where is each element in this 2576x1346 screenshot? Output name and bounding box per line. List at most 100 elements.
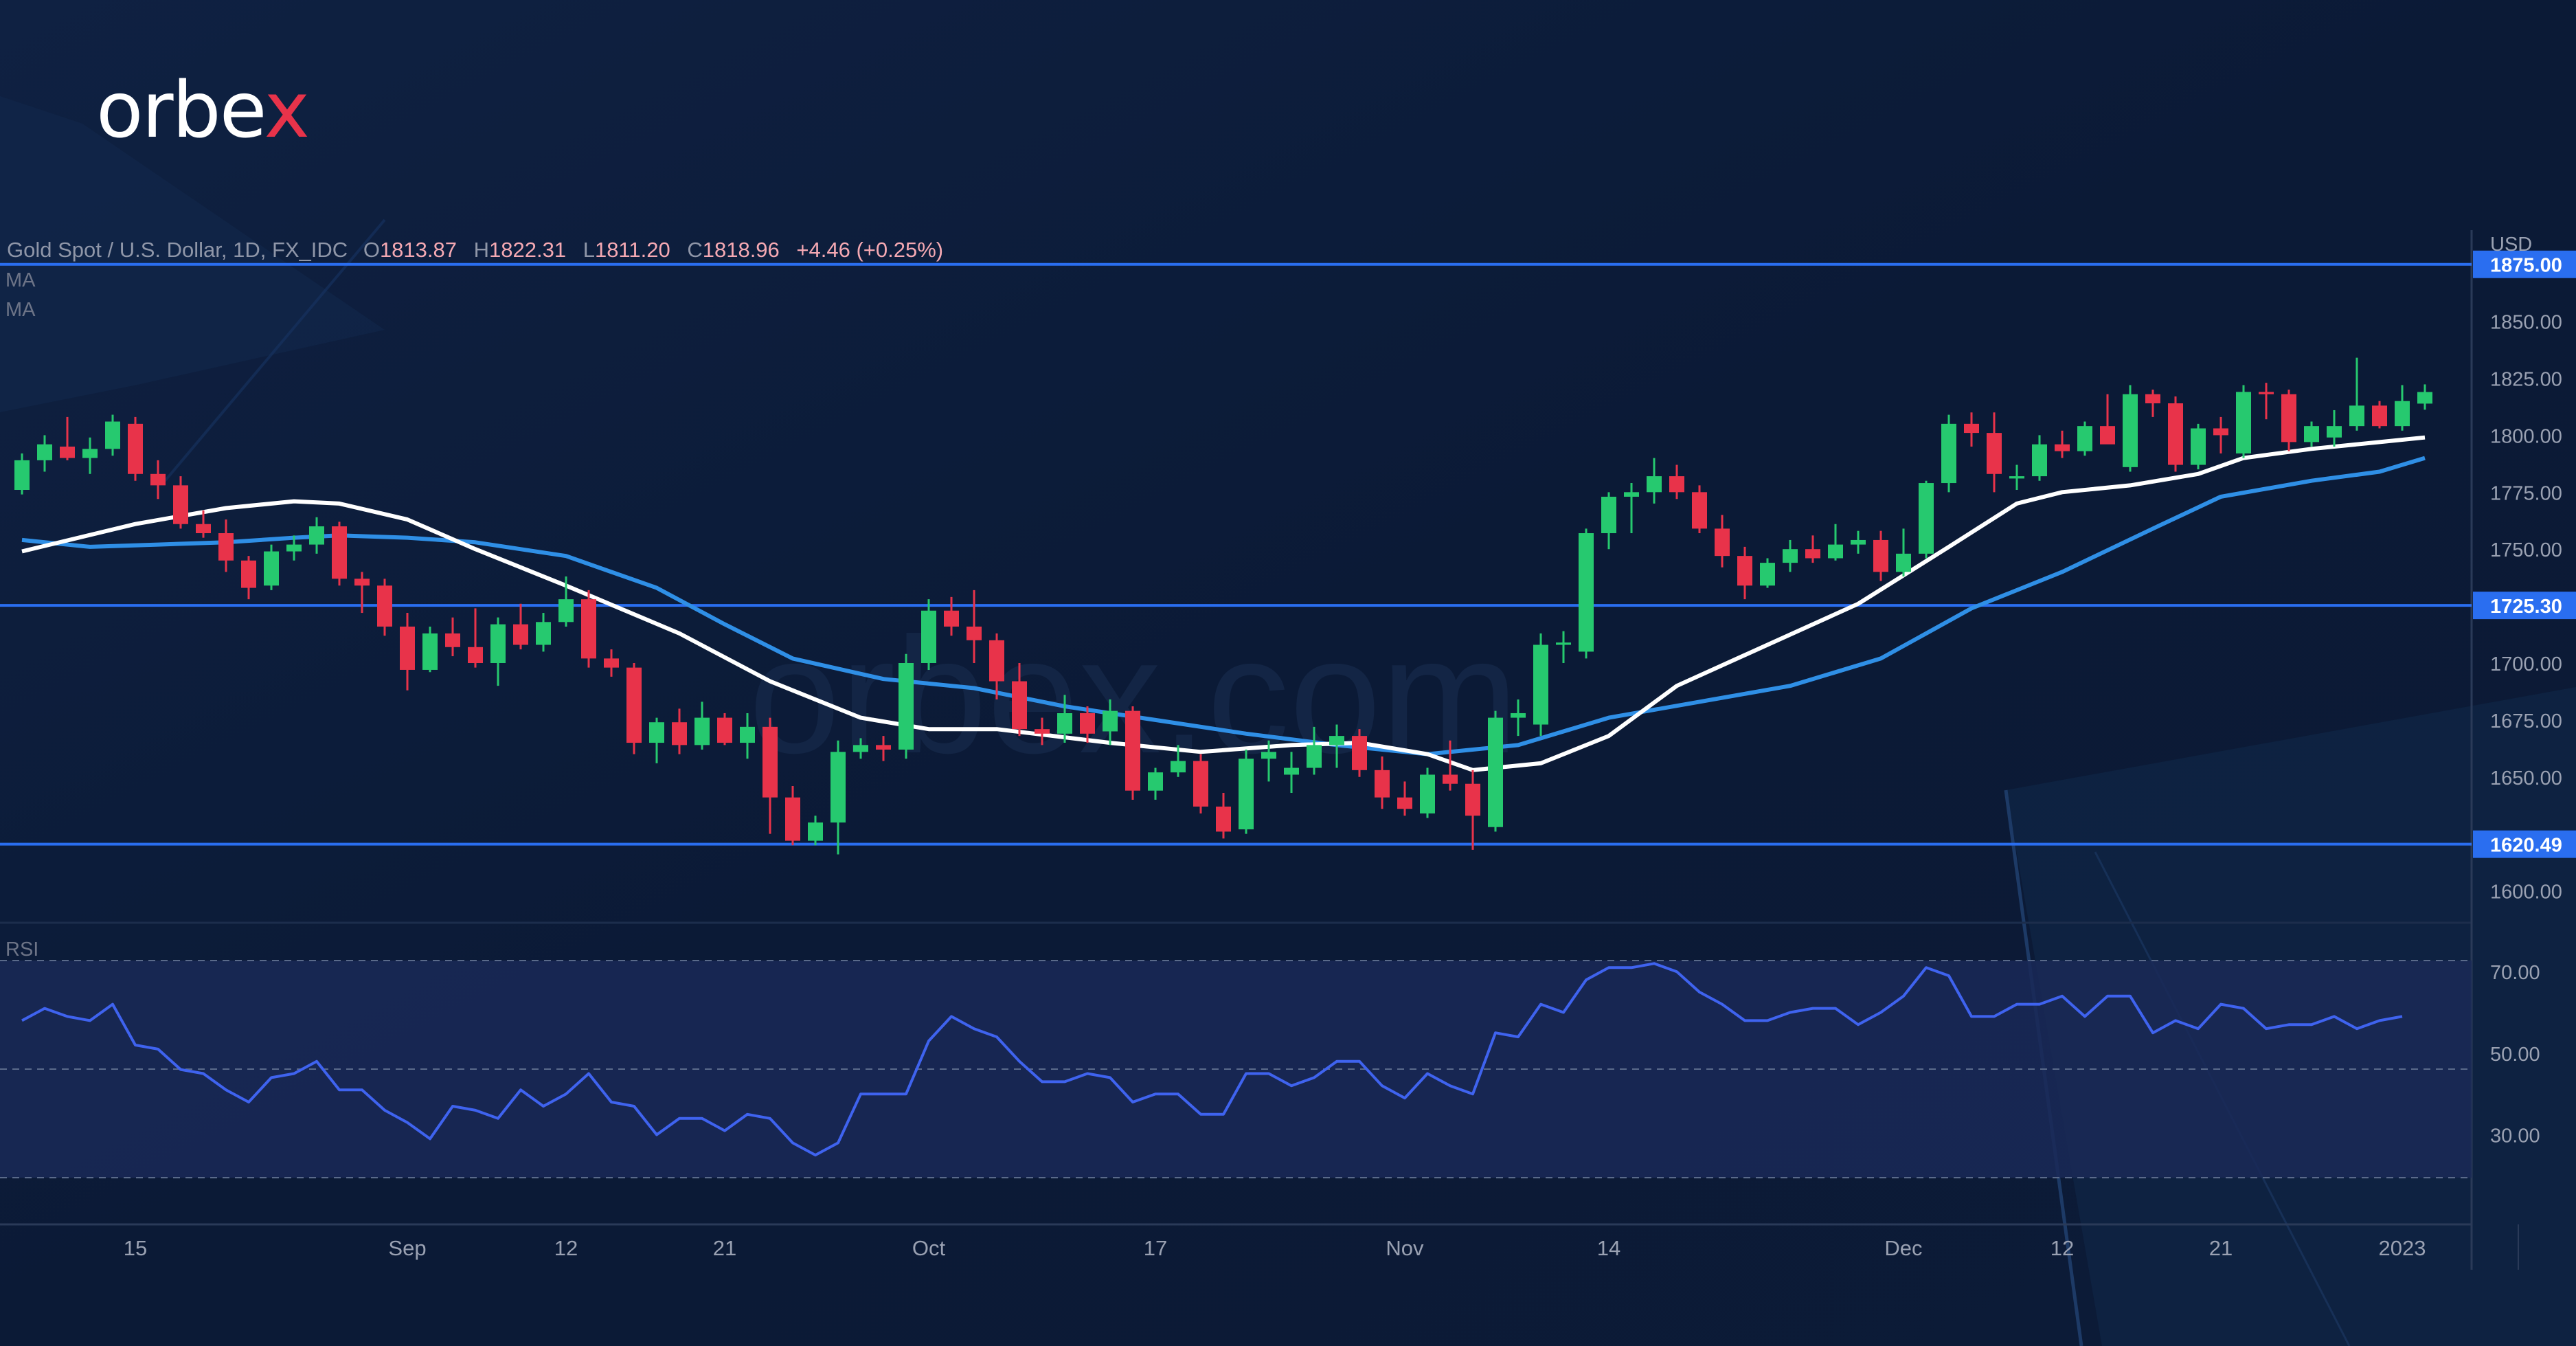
candle bbox=[2032, 435, 2047, 481]
candle-body bbox=[1420, 774, 1435, 814]
candle-body bbox=[558, 599, 574, 622]
candle bbox=[1919, 480, 1934, 559]
candle-body bbox=[60, 447, 75, 458]
high-value: 1822.31 bbox=[489, 238, 567, 262]
candle bbox=[1329, 724, 1344, 768]
candle-body bbox=[2259, 392, 2274, 394]
candle-body bbox=[1284, 767, 1299, 775]
candle bbox=[762, 717, 778, 834]
low-value: 1811.20 bbox=[594, 238, 670, 262]
candle-body bbox=[2327, 426, 2342, 438]
level-tag bbox=[2473, 592, 2576, 620]
candle bbox=[1171, 745, 1186, 777]
candle-body bbox=[196, 524, 211, 533]
time-tick-label: 17 bbox=[1144, 1236, 1167, 1260]
candle-body bbox=[1080, 713, 1095, 734]
candle-body bbox=[1375, 770, 1390, 798]
candle bbox=[694, 702, 710, 750]
candle-body bbox=[2145, 394, 2160, 403]
rsi-tick-label: 30.00 bbox=[2490, 1125, 2540, 1147]
candle bbox=[2236, 385, 2251, 458]
candle bbox=[14, 453, 30, 495]
candle bbox=[785, 786, 800, 846]
close-label: C bbox=[687, 238, 703, 262]
candle-body bbox=[241, 560, 256, 588]
candle-body bbox=[1148, 772, 1163, 791]
candle-body bbox=[2168, 403, 2183, 465]
logo-text: orbe bbox=[96, 66, 266, 155]
candle bbox=[1647, 458, 1662, 504]
indicator-label-ma-2[interactable]: MA bbox=[5, 299, 36, 321]
candle bbox=[218, 519, 234, 572]
candle bbox=[1556, 631, 1571, 663]
candle-body bbox=[1103, 710, 1118, 732]
candle bbox=[808, 816, 823, 846]
candle-body bbox=[1465, 783, 1480, 816]
candle bbox=[1533, 633, 1548, 737]
price-tick-label: 1675.00 bbox=[2490, 710, 2562, 732]
candle-body bbox=[808, 822, 823, 841]
level-tag bbox=[2473, 830, 2576, 858]
currency-unit: USD bbox=[2490, 234, 2533, 256]
candle bbox=[513, 603, 528, 650]
ohlc-legend: Gold Spot / U.S. Dollar, 1D, FX_IDC O181… bbox=[7, 238, 943, 262]
time-tick-label: 21 bbox=[2209, 1236, 2233, 1260]
rsi-tick-label: 50.00 bbox=[2490, 1044, 2540, 1066]
candle-body bbox=[2236, 392, 2251, 453]
candle bbox=[2281, 390, 2296, 451]
candle bbox=[1239, 750, 1254, 834]
candle bbox=[1783, 539, 1798, 572]
open-value: 1813.87 bbox=[379, 238, 457, 262]
price-tick-label: 1800.00 bbox=[2490, 425, 2562, 447]
time-tick-label: 14 bbox=[1597, 1236, 1620, 1260]
low-label: L bbox=[583, 238, 595, 262]
rsi-series bbox=[21, 962, 2403, 1157]
indicator-label-rsi[interactable]: RSI bbox=[5, 939, 39, 961]
candle bbox=[1307, 726, 1322, 775]
candle-body bbox=[2281, 394, 2296, 442]
candle-body bbox=[2395, 401, 2410, 427]
candle-body bbox=[1987, 433, 2002, 474]
time-tick-label: 2023 bbox=[2379, 1236, 2426, 1260]
orbex-logo[interactable]: orbex bbox=[96, 72, 310, 149]
candle-body bbox=[2372, 405, 2387, 427]
time-tick-label: 12 bbox=[2050, 1236, 2074, 1260]
candlestick-series bbox=[14, 357, 2432, 855]
candle-body bbox=[2123, 394, 2138, 467]
candle bbox=[422, 626, 438, 673]
candle bbox=[1397, 781, 1412, 816]
candle bbox=[286, 535, 302, 561]
candle bbox=[377, 579, 392, 636]
candle-body bbox=[82, 449, 98, 458]
indicator-label-ma-1[interactable]: MA bbox=[5, 269, 36, 291]
candle-body bbox=[649, 722, 664, 743]
change-value: +4.46 (+0.25%) bbox=[796, 238, 944, 262]
candle-body bbox=[989, 640, 1004, 682]
candle bbox=[1805, 535, 1820, 563]
candle bbox=[1601, 492, 1616, 550]
candle-body bbox=[2304, 426, 2319, 442]
candle-body bbox=[1556, 642, 1571, 645]
level-tag-label: 1875.00 bbox=[2490, 255, 2562, 277]
candle bbox=[2349, 357, 2364, 431]
candle bbox=[1873, 530, 1888, 581]
candle bbox=[1941, 414, 1956, 493]
candle-body bbox=[2100, 426, 2115, 445]
candle bbox=[921, 599, 936, 670]
candle bbox=[2077, 421, 2092, 456]
candle bbox=[105, 414, 120, 456]
candle-body bbox=[921, 610, 936, 663]
candle bbox=[196, 510, 211, 538]
candle bbox=[740, 713, 755, 759]
candle bbox=[60, 416, 75, 460]
candle-body bbox=[309, 526, 324, 545]
candle-body bbox=[876, 745, 891, 750]
level-price-tags: 1875.00 1725.30 1620.49 bbox=[2473, 250, 2576, 858]
candle-body bbox=[1488, 717, 1503, 827]
candle-body bbox=[422, 633, 438, 670]
candle-body bbox=[831, 752, 846, 823]
candle bbox=[2191, 423, 2206, 470]
candle-body bbox=[354, 579, 370, 586]
candle-body bbox=[332, 526, 347, 579]
level-tag-label: 1620.49 bbox=[2490, 835, 2562, 857]
